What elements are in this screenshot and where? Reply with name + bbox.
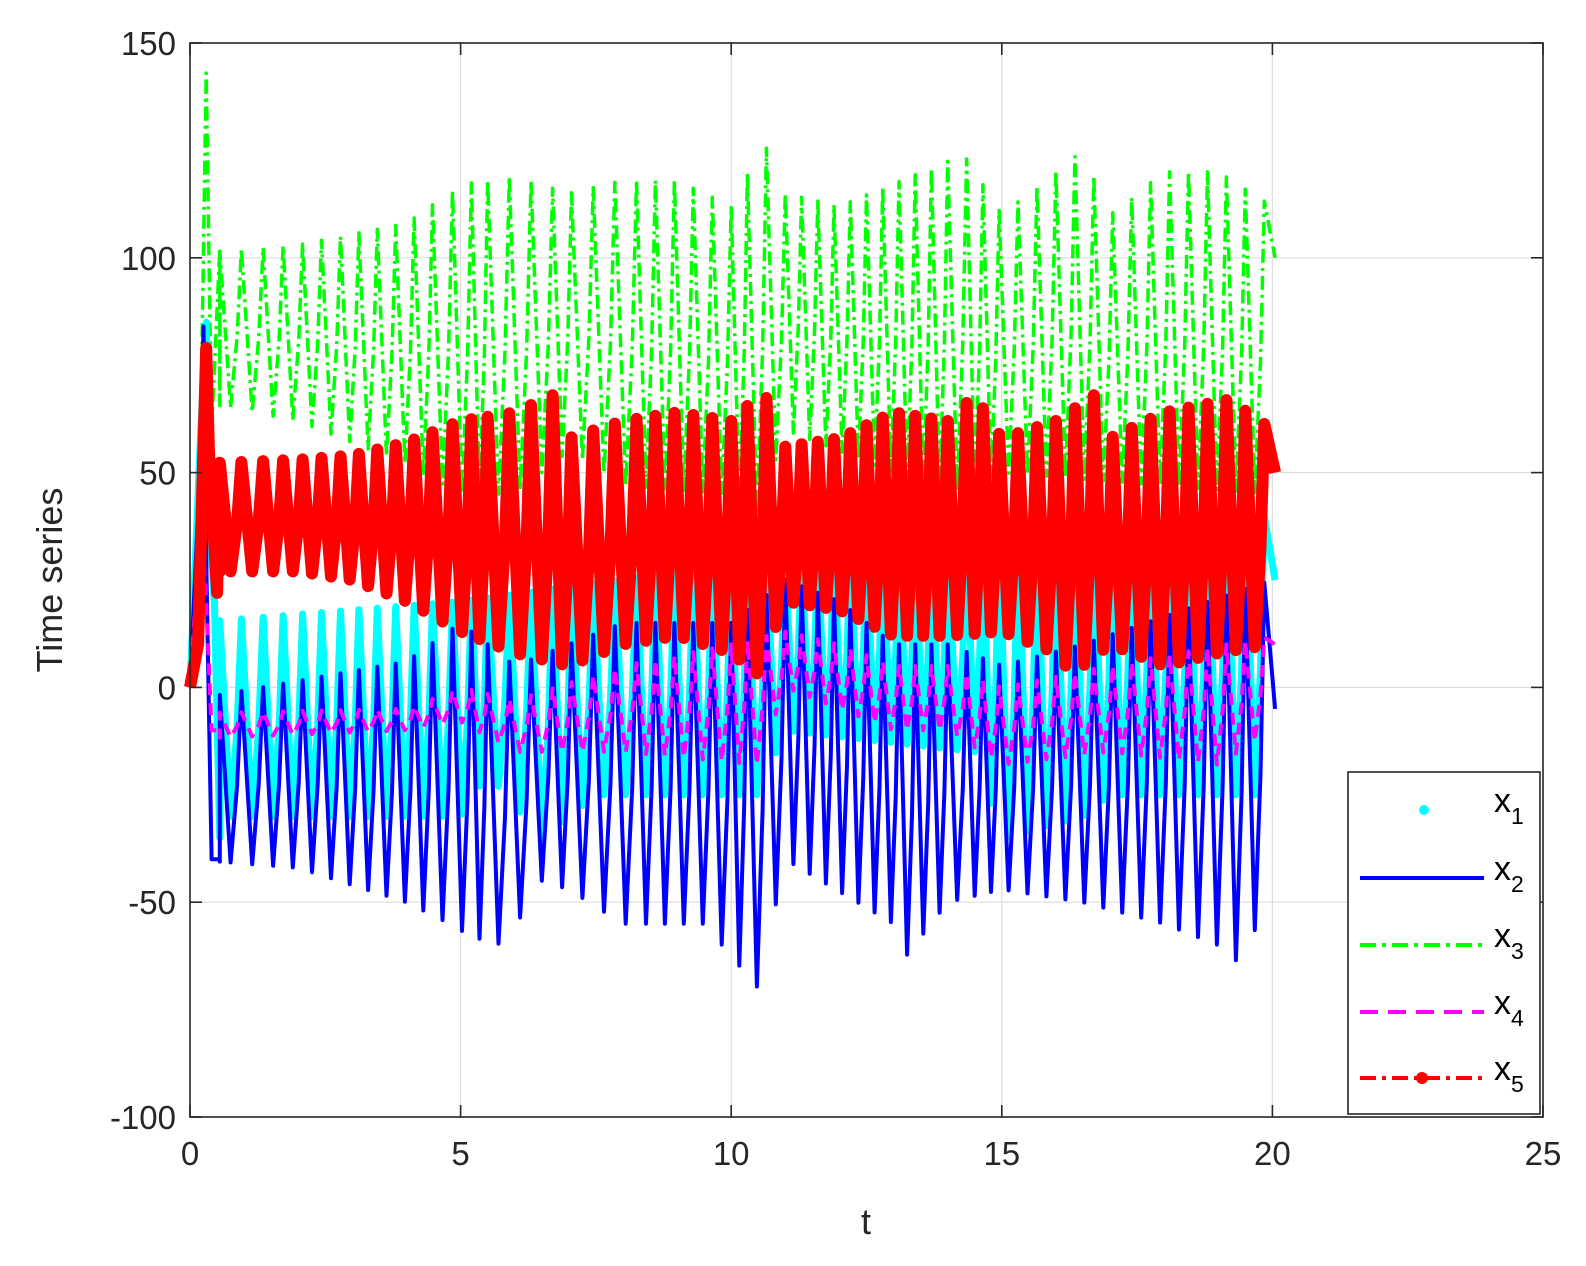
- legend-label-x5: x5: [1494, 1050, 1524, 1097]
- y-tick-label: -50: [128, 884, 176, 921]
- y-tick-label: 100: [121, 240, 176, 277]
- legend-swatch-x1: [1419, 805, 1429, 815]
- legend-entry-x2: x2: [1360, 850, 1524, 897]
- x-axis-title: t: [861, 1201, 871, 1242]
- x-tick-label: 10: [713, 1135, 750, 1172]
- legend-label-x3: x3: [1494, 917, 1524, 964]
- x-tick-label: 0: [181, 1135, 199, 1172]
- legend-marker-x5: [1416, 1072, 1428, 1084]
- axis-tick-labels: 0 5 10 15 20 25 -100 -50 0 50 100 150: [110, 25, 1561, 1172]
- plot-frame: [189, 42, 1544, 1118]
- legend-box: [1347, 771, 1541, 1115]
- y-tick-label: -100: [110, 1099, 176, 1136]
- x-tick-label: 20: [1254, 1135, 1291, 1172]
- x-tick-label: 5: [451, 1135, 469, 1172]
- y-tick-label: 0: [158, 669, 176, 706]
- series-layer: [184, 71, 1281, 989]
- legend-entry-x5: x5: [1360, 1050, 1524, 1097]
- x-tick-label: 25: [1525, 1135, 1562, 1172]
- legend-entry-x4: x4: [1360, 984, 1524, 1031]
- legend-label-x1: x1: [1494, 782, 1524, 829]
- legend: x1 x2 x3 x4 x5: [1347, 771, 1541, 1115]
- series-x3-line: [188, 71, 1277, 688]
- series-x5-line: [184, 342, 1281, 689]
- y-tick-label: 150: [121, 25, 176, 62]
- legend-entry-x1: x1: [1419, 782, 1524, 829]
- y-tick-label: 50: [139, 455, 176, 492]
- legend-label-x2: x2: [1494, 850, 1524, 897]
- series-x4-line: [188, 513, 1277, 767]
- legend-entry-x3: x3: [1360, 917, 1524, 964]
- x-tick-label: 15: [983, 1135, 1020, 1172]
- y-axis-title: Time series: [29, 488, 70, 673]
- legend-label-x4: x4: [1494, 984, 1524, 1031]
